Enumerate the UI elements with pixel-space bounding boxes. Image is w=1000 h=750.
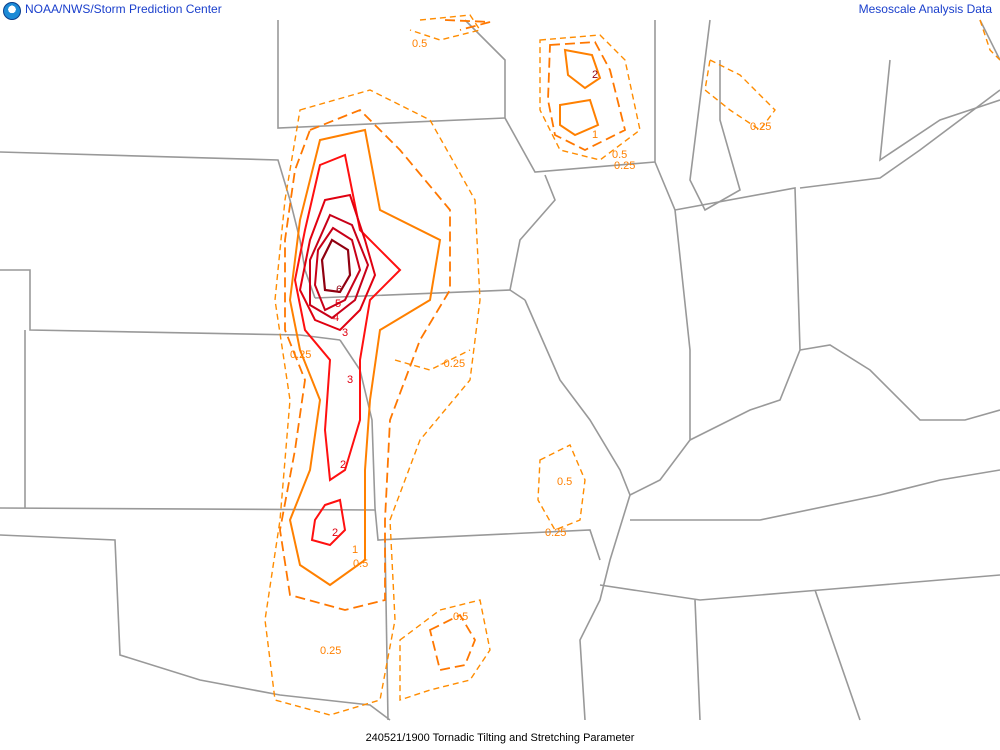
contour-label: 0.5	[557, 476, 572, 488]
contour-label: 2	[332, 527, 338, 539]
contour-label: 0.25	[545, 527, 566, 539]
contour-label: 0.25	[290, 349, 311, 361]
contour-label: 0.5	[412, 38, 427, 50]
contour-label: 0.25	[614, 160, 635, 172]
contour-label: -0.25	[440, 358, 465, 370]
state-borders	[0, 19, 1000, 721]
contours	[264, 14, 1000, 716]
contour-label: 2	[592, 69, 598, 81]
contour-labels: 0.5 2 1 0.5 0.25 0.25 6 5 4 3 0.25 3 -0.…	[290, 38, 771, 657]
contour-label: 0.5	[612, 149, 627, 161]
contour-label: 5	[335, 298, 341, 310]
contour-label: 0.5	[353, 558, 368, 570]
contour-label: 0.25	[750, 121, 771, 133]
contour-label: 4	[333, 312, 339, 324]
header-right-title: Mesoscale Analysis Data	[858, 2, 992, 16]
map-caption: 240521/1900 Tornadic Tilting and Stretch…	[365, 732, 635, 744]
contour-label: 0.25	[320, 645, 341, 657]
contour-label: 3	[347, 374, 353, 386]
contour-label: 2	[340, 459, 346, 471]
contour-label: 1	[592, 129, 598, 141]
header-left-title: NOAA/NWS/Storm Prediction Center	[25, 2, 222, 16]
contour-label: 6	[336, 284, 342, 296]
contour-label: 0.5	[453, 611, 468, 623]
noaa-logo-icon	[3, 2, 21, 20]
contour-label: 1	[352, 544, 358, 556]
contour-label: 3	[342, 327, 348, 339]
